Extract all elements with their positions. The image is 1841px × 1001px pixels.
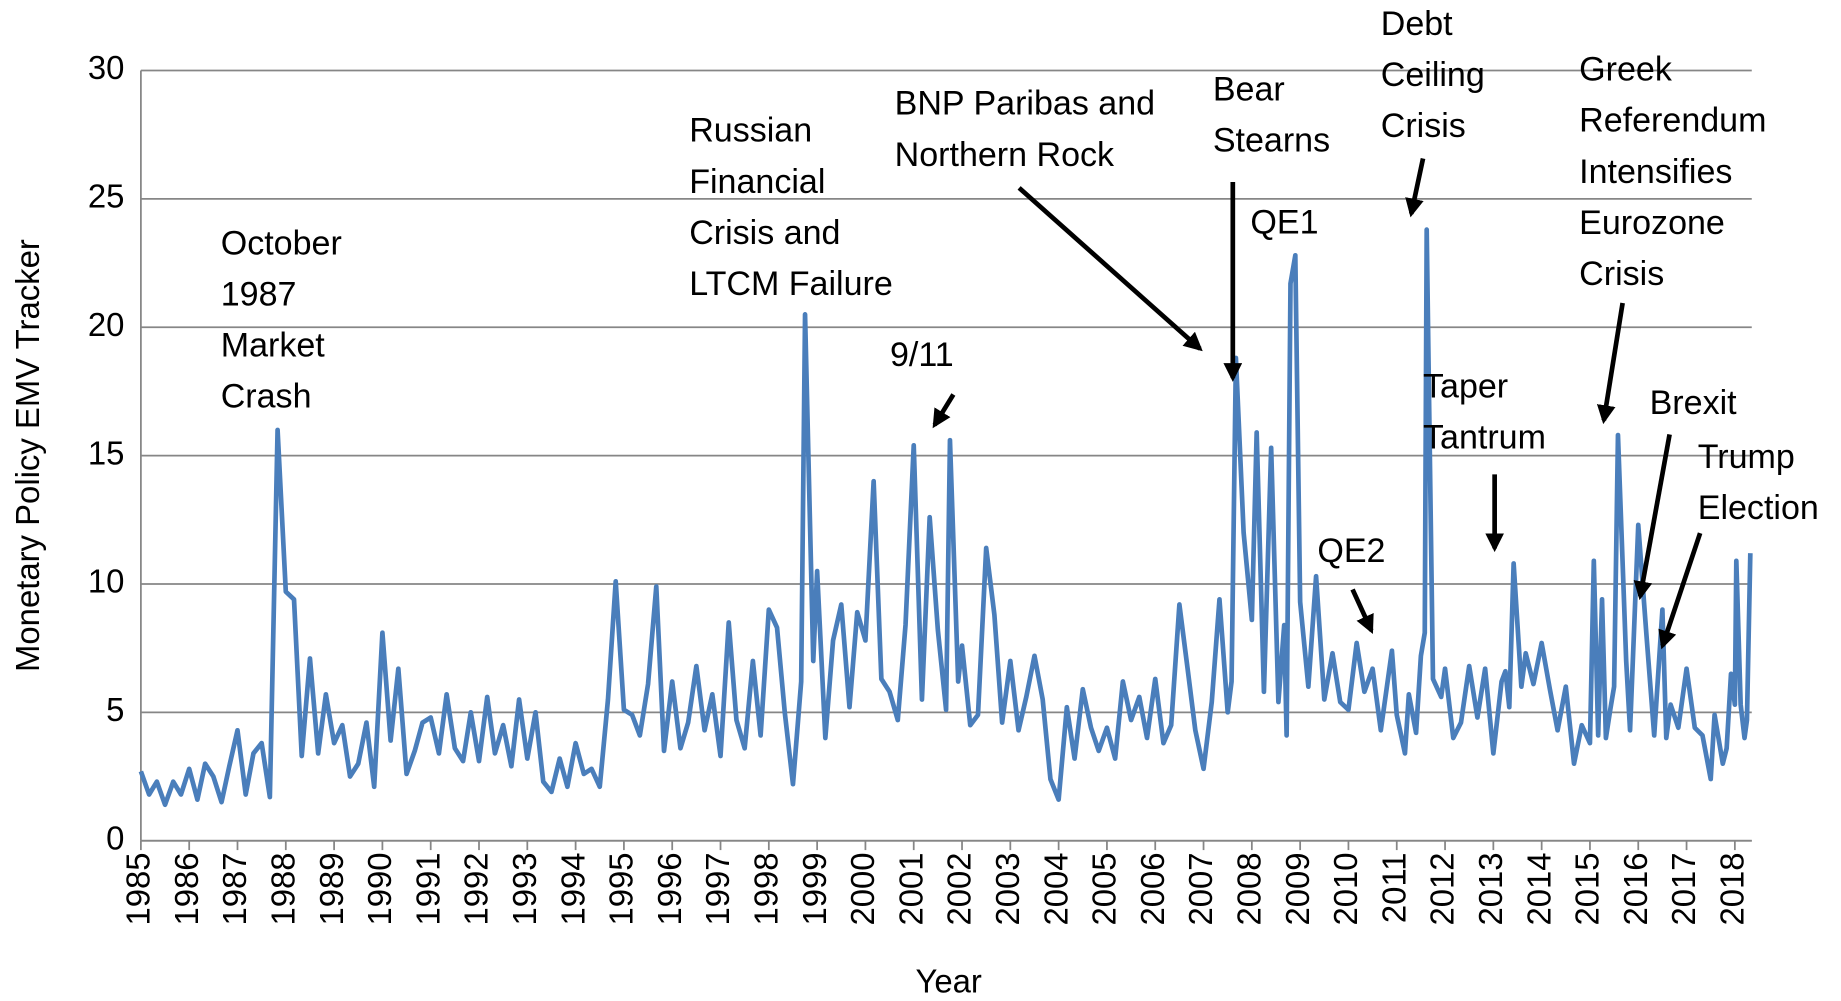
x-tick-label: 1994 [554, 852, 591, 925]
annotation-arrow [1350, 588, 1374, 634]
x-tick-label: 1988 [264, 852, 301, 925]
y-axis-label: Monetary Policy EMV Tracker [9, 239, 46, 672]
annotation-text: October [221, 224, 342, 262]
annotation-text: Trump [1698, 438, 1795, 476]
axes: 0 5 10 15 20 25 30 1985 1986 1987 1988 1989 1990 1991… [88, 49, 1752, 926]
annotation-text: Taper [1423, 368, 1508, 406]
annotation-text: Greek [1579, 51, 1673, 89]
annotation-text: Intensifies [1579, 153, 1732, 191]
x-tick-label: 1991 [409, 852, 446, 925]
x-tick-label: 2016 [1617, 852, 1654, 925]
annotation-text: Crisis [1579, 255, 1664, 293]
x-tick-label: 1995 [603, 852, 640, 925]
annotation-text: Brexit [1650, 384, 1738, 422]
annotation-text: LTCM Failure [689, 265, 893, 303]
x-tick-label: 2001 [892, 852, 929, 925]
x-tick-label: 2014 [1520, 852, 1557, 925]
annotation-text: Northern Rock [895, 136, 1115, 174]
annotation-text: Debt [1381, 5, 1453, 43]
annotation-text: Crisis [1381, 107, 1466, 145]
plot-area [138, 227, 1753, 808]
annotation-arrow [1633, 434, 1672, 601]
x-tick-label: 2006 [1134, 852, 1171, 925]
annotation-text: Election [1698, 489, 1819, 527]
x-tick-label: 2010 [1327, 852, 1364, 925]
data-line [138, 227, 1753, 808]
x-tick-label: 2000 [844, 852, 881, 925]
annotation-text: Tantrum [1423, 419, 1546, 457]
x-tick-label: 1985 [120, 852, 157, 925]
x-tick-label: 2002 [941, 852, 978, 925]
x-tick-label: 2011 [1375, 852, 1412, 923]
x-tick-label: 2013 [1472, 852, 1509, 925]
annotation-arrow [1405, 158, 1426, 218]
annotation-text: Ceiling [1381, 56, 1485, 94]
x-tick-label: 1987 [216, 852, 253, 925]
y-tick-label: 25 [88, 178, 125, 215]
annotation-arrow [1017, 186, 1203, 352]
y-tick-label: 10 [88, 563, 125, 600]
annotation-text: Bear [1213, 71, 1285, 109]
annotation-arrow [932, 393, 956, 429]
x-tick-label: 2017 [1665, 852, 1702, 925]
annotation-text: QE1 [1250, 203, 1318, 241]
annotation-text: Crash [221, 378, 312, 416]
annotation-text: Russian [689, 112, 812, 150]
y-tick-label: 5 [106, 691, 124, 728]
annotation-text: Financial [689, 163, 825, 201]
x-tick-label: 1999 [796, 852, 833, 925]
x-tick-label: 2008 [1231, 852, 1268, 925]
annotation-text: Referendum [1579, 102, 1766, 140]
y-tick-label: 30 [88, 49, 125, 86]
y-tick-label: 0 [106, 819, 124, 856]
x-tick-label: 1996 [651, 852, 688, 925]
annotations: October 1987 Market Crash Russian Financial Cr… [221, 5, 1819, 650]
x-tick-label: 1997 [699, 852, 736, 925]
x-tick-label: 1990 [361, 852, 398, 925]
x-tick-label: 1986 [168, 852, 205, 925]
y-tick-label: 20 [88, 306, 125, 343]
annotation-text: Market [221, 327, 326, 365]
y-tick-label: 15 [88, 434, 125, 471]
x-tick-label: 2007 [1182, 852, 1219, 925]
x-tick-label: 2012 [1424, 852, 1461, 925]
annotation-arrow [1658, 532, 1703, 650]
x-tick-label: 2005 [1086, 852, 1123, 925]
annotation-text: Stearns [1213, 122, 1330, 160]
annotation-text: BNP Paribas and [895, 85, 1155, 123]
x-tick-label: 2015 [1569, 852, 1606, 925]
annotation-text: 1987 [221, 275, 297, 313]
x-tick-label: 1992 [458, 852, 495, 925]
x-tick-label: 2004 [1037, 852, 1074, 925]
x-tick-label: 1993 [506, 852, 543, 925]
annotation-arrow [1596, 302, 1625, 425]
x-tick-label: 1998 [748, 852, 785, 925]
x-tick-label: 1989 [313, 852, 350, 925]
x-tick-label: 2018 [1714, 852, 1751, 925]
annotation-text: QE2 [1317, 532, 1385, 570]
x-tick-label: 2003 [989, 852, 1026, 925]
annotation-text: Eurozone [1579, 204, 1725, 242]
x-axis-label: Year [915, 963, 981, 1000]
annotation-text: Crisis and [689, 214, 840, 252]
x-tick-label: 2009 [1279, 852, 1316, 925]
annotation-text: 9/11 [890, 336, 954, 374]
